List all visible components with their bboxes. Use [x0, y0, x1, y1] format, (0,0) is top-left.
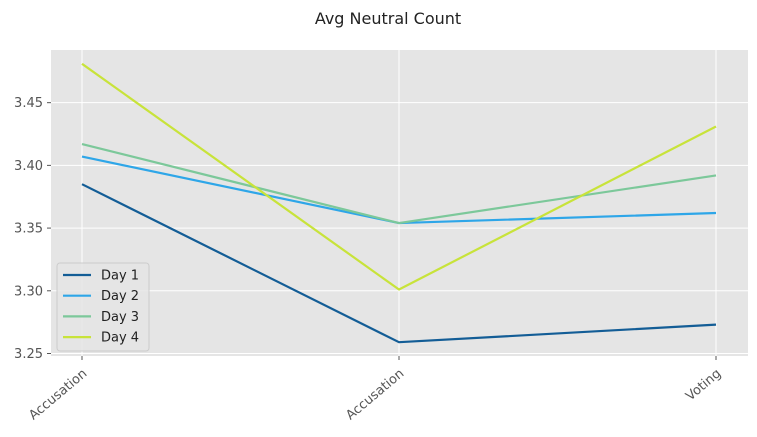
y-tick-label: 3.45	[14, 96, 43, 111]
legend: Day 1 Day 2 Day 3 Day 4	[56, 262, 150, 352]
x-axis: Accusation Accusation Voting	[26, 356, 724, 423]
x-tick-label: Accusation	[343, 366, 407, 423]
legend-label: Day 1	[101, 269, 139, 284]
x-tick-label: Voting	[683, 366, 724, 404]
y-tick-label: 3.35	[14, 222, 43, 237]
series-line-day-3	[81, 142, 717, 225]
legend-label: Day 4	[101, 331, 139, 346]
x-tick-label: Accusation	[26, 366, 90, 423]
legend-label: Day 3	[101, 310, 139, 325]
legend-label: Day 2	[101, 289, 139, 304]
chart-title: Avg Neutral Count	[315, 9, 461, 28]
series-lines	[81, 62, 717, 344]
y-tick-label: 3.25	[14, 347, 43, 362]
y-tick-label: 3.40	[14, 159, 43, 174]
legend-box	[56, 262, 150, 352]
series-line-day-4	[81, 62, 717, 291]
series-line-day-1	[81, 183, 717, 344]
y-tick-label: 3.30	[14, 284, 43, 299]
y-axis: 3.25 3.30 3.35 3.40 3.45	[14, 96, 51, 362]
